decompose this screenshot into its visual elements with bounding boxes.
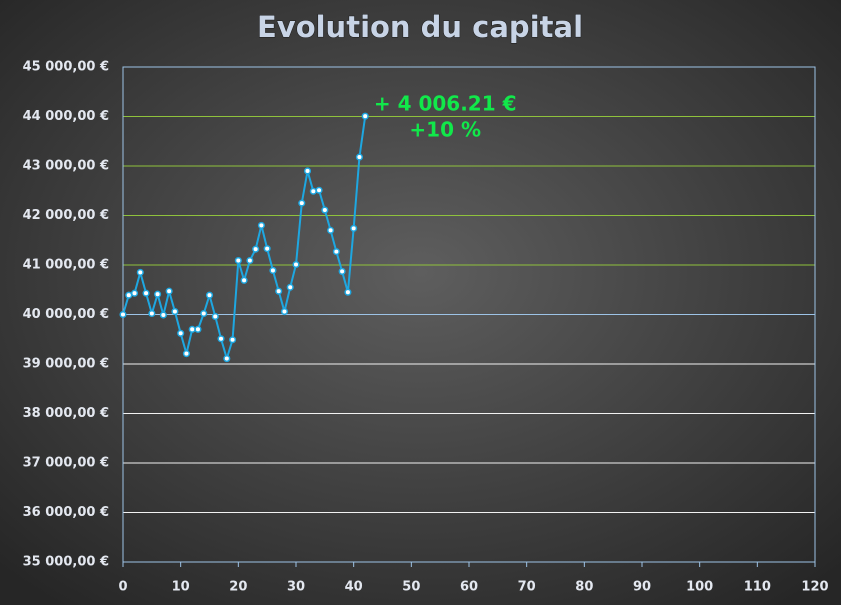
x-tick-label: 70 (518, 580, 536, 595)
chart-title: Evolution du capital (257, 10, 583, 44)
point (194, 325, 202, 333)
point (292, 260, 300, 269)
x-tick-label: 90 (633, 580, 651, 595)
point (142, 289, 150, 297)
point (327, 226, 335, 234)
point (165, 287, 173, 295)
point (350, 224, 358, 232)
x-tick-label: 100 (686, 580, 713, 595)
point (217, 335, 225, 343)
y-tick-label: 36 000,00 € (23, 505, 109, 520)
x-tick-label: 60 (460, 580, 478, 595)
point (315, 186, 323, 194)
point (119, 310, 127, 319)
y-tick-label: 43 000,00 € (23, 159, 109, 174)
point (252, 245, 260, 253)
point (205, 291, 214, 299)
x-tick-label: 110 (744, 580, 771, 595)
x-tick-label: 10 (172, 580, 190, 595)
point (154, 290, 162, 298)
y-tick-label: 35 000,00 € (23, 555, 109, 570)
y-tick-label: 41 000,00 € (23, 258, 109, 273)
point (303, 167, 312, 175)
x-tick-label: 20 (229, 580, 247, 595)
annotation: + 4 006.21 € (374, 92, 517, 116)
y-tick-label: 42 000,00 € (23, 208, 109, 223)
y-tick-label: 38 000,00 € (23, 406, 109, 421)
point (286, 283, 294, 291)
point (211, 312, 219, 321)
point (321, 206, 329, 214)
x-tick-label: 40 (345, 580, 363, 595)
point (148, 309, 156, 318)
point (332, 248, 340, 256)
y-tick-label: 37 000,00 € (23, 456, 109, 471)
point (257, 221, 265, 229)
point (361, 112, 369, 120)
x-tick-label: 50 (402, 580, 420, 595)
x-tick-label: 120 (801, 580, 828, 595)
point (188, 325, 196, 333)
point (234, 256, 242, 265)
point (200, 309, 208, 318)
point (263, 245, 271, 253)
y-tick-label: 45 000,00 € (23, 60, 109, 75)
point (171, 307, 179, 316)
x-tick-label: 0 (118, 580, 127, 595)
point (125, 291, 133, 299)
point (240, 276, 248, 284)
point (223, 355, 231, 363)
point (269, 266, 277, 274)
point (275, 287, 283, 295)
point (355, 153, 363, 161)
point (338, 267, 346, 275)
point (136, 268, 144, 276)
point (182, 350, 190, 358)
y-tick-label: 44 000,00 € (23, 109, 109, 124)
point (298, 199, 306, 207)
point (280, 307, 289, 316)
y-tick-label: 40 000,00 € (23, 307, 109, 322)
x-tick-label: 30 (287, 580, 305, 595)
annotation: +10 % (409, 118, 481, 142)
point (177, 329, 185, 337)
point (246, 256, 254, 265)
x-tick-label: 80 (575, 580, 593, 595)
point (344, 288, 352, 296)
point (229, 336, 237, 344)
y-tick-label: 39 000,00 € (23, 357, 109, 372)
point (309, 187, 317, 195)
point (130, 289, 139, 297)
point (159, 311, 167, 319)
